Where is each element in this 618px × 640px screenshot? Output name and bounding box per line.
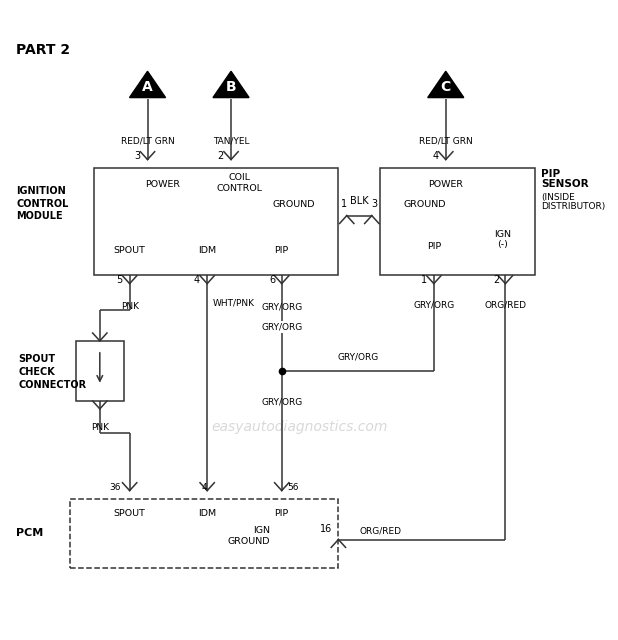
Text: PCM: PCM [16,528,43,538]
Text: IGN
(-): IGN (-) [494,230,511,249]
Text: 4: 4 [433,151,439,161]
Text: A: A [142,80,153,94]
Text: COIL
CONTROL: COIL CONTROL [217,173,263,193]
Text: IDM: IDM [198,246,216,255]
Text: 1: 1 [420,275,426,285]
Text: PIP: PIP [274,246,289,255]
Bar [76,341,124,401]
Text: 3: 3 [371,198,377,209]
Text: PIP: PIP [274,509,289,518]
Text: IGNITION
CONTROL
MODULE: IGNITION CONTROL MODULE [16,186,69,221]
Text: TAN/YEL: TAN/YEL [213,137,249,146]
Text: POWER: POWER [428,179,464,189]
Text: SENSOR: SENSOR [541,179,589,189]
Text: 36: 36 [110,483,121,492]
Text: GRY/ORG: GRY/ORG [413,300,454,309]
Text: DISTRIBUTOR): DISTRIBUTOR) [541,202,606,211]
Bar [70,499,339,568]
Text: ORG/RED: ORG/RED [359,526,401,535]
Text: PART 2: PART 2 [16,43,70,57]
Text: ORG/RED: ORG/RED [485,300,527,309]
Text: GROUND: GROUND [273,200,315,209]
Text: PNK: PNK [91,423,109,432]
Text: GRY/ORG: GRY/ORG [261,302,302,311]
Text: POWER: POWER [145,179,180,189]
Text: IGN
GROUND: IGN GROUND [227,526,270,546]
Text: SPOUT: SPOUT [114,509,146,518]
Text: 3: 3 [134,151,140,161]
Text: RED/LT GRN: RED/LT GRN [419,137,473,146]
Text: 4: 4 [201,483,207,492]
Text: GRY/ORG: GRY/ORG [261,397,302,406]
Text: (INSIDE: (INSIDE [541,193,575,202]
Text: 5: 5 [116,275,122,285]
Text: 2: 2 [493,275,499,285]
Text: 1: 1 [341,198,347,209]
Text: 4: 4 [194,275,200,285]
Text: B: B [226,80,236,94]
Text: 2: 2 [218,151,224,161]
Bar [380,168,535,275]
Text: BLK: BLK [350,196,368,206]
Text: PIP: PIP [541,169,561,179]
Text: PIP: PIP [426,241,441,250]
Text: 56: 56 [288,483,299,492]
Polygon shape [130,71,166,97]
Polygon shape [428,71,464,97]
Text: GRY/ORG: GRY/ORG [261,323,302,332]
Text: WHT/PNK: WHT/PNK [213,299,255,308]
Polygon shape [213,71,249,97]
Text: C: C [441,80,451,94]
Bar [94,168,339,275]
Text: 6: 6 [269,275,276,285]
Text: easyautodiagnostics.com: easyautodiagnostics.com [211,420,388,435]
Text: IDM: IDM [198,509,216,518]
Text: GRY/ORG: GRY/ORG [337,353,378,362]
Text: PNK: PNK [121,302,138,311]
Text: RED/LT GRN: RED/LT GRN [121,137,174,146]
Text: SPOUT: SPOUT [114,246,146,255]
Text: SPOUT
CHECK
CONNECTOR: SPOUT CHECK CONNECTOR [18,354,87,390]
Text: GROUND: GROUND [404,200,446,209]
Text: 16: 16 [320,524,332,534]
